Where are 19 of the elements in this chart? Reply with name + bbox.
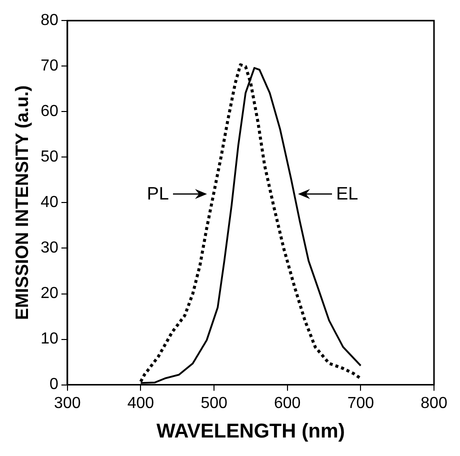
x-tick-label: 400 bbox=[127, 394, 154, 412]
x-tick-label: 700 bbox=[347, 394, 374, 412]
y-tick-label: 0 bbox=[49, 376, 58, 394]
y-tick-label: 70 bbox=[40, 58, 58, 75]
y-axis-title: EMISSION INTENSITY (a.u.) bbox=[12, 85, 32, 320]
y-tick-label: 60 bbox=[40, 103, 58, 120]
y-tick-label: 10 bbox=[40, 330, 58, 348]
annotation: EL bbox=[336, 184, 358, 204]
annotation: PL bbox=[146, 184, 169, 204]
x-tick-label: 500 bbox=[200, 394, 228, 412]
y-tick-label: 20 bbox=[40, 285, 58, 302]
x-tick-label: 800 bbox=[420, 394, 448, 412]
y-tick-label: 40 bbox=[40, 194, 58, 212]
y-tick-label: 50 bbox=[40, 148, 58, 166]
x-tick-label: 300 bbox=[54, 394, 81, 412]
x-axis-title: WAVELENGTH (nm) bbox=[156, 420, 345, 443]
x-tick-label: 600 bbox=[274, 394, 301, 412]
y-tick-label: 80 bbox=[40, 12, 58, 30]
y-tick-label: 30 bbox=[40, 240, 58, 257]
